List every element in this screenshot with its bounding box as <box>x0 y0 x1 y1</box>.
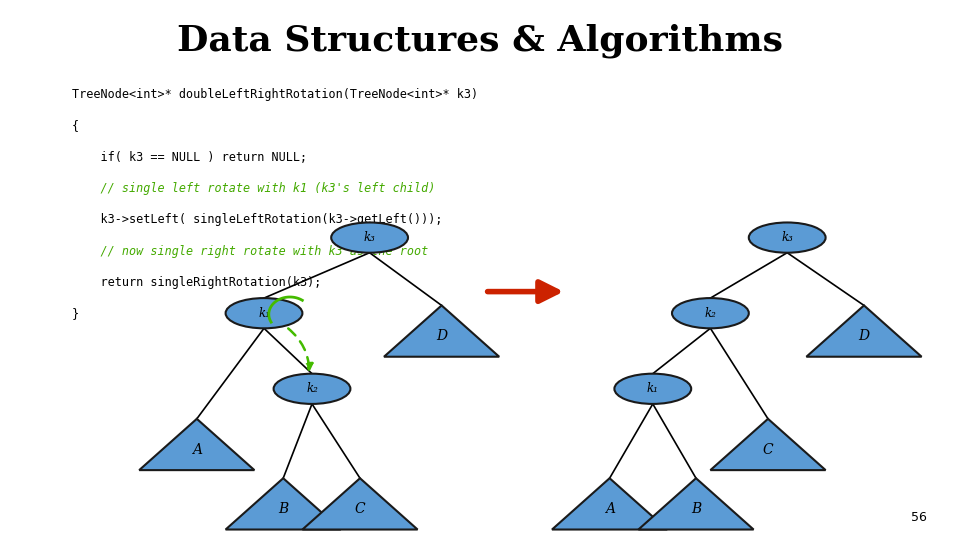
Text: // single left rotate with k1 (k3's left child): // single left rotate with k1 (k3's left… <box>72 182 436 195</box>
Ellipse shape <box>672 298 749 328</box>
Text: 56: 56 <box>910 511 926 524</box>
Text: if( k3 == NULL ) return NULL;: if( k3 == NULL ) return NULL; <box>72 151 307 164</box>
Ellipse shape <box>274 374 350 404</box>
Text: }: } <box>72 307 79 320</box>
Polygon shape <box>638 478 754 530</box>
Text: // now single right rotate with k3 as the root: // now single right rotate with k3 as th… <box>72 245 428 258</box>
Text: k₂: k₂ <box>306 382 318 395</box>
Text: B: B <box>691 502 701 516</box>
Text: C: C <box>354 502 366 516</box>
Text: A: A <box>192 443 202 457</box>
Text: D: D <box>436 329 447 343</box>
Text: k3->setLeft( singleLeftRotation(k3->getLeft()));: k3->setLeft( singleLeftRotation(k3->getL… <box>72 213 443 226</box>
Text: B: B <box>278 502 288 516</box>
Text: k₂: k₂ <box>705 307 716 320</box>
Text: A: A <box>605 502 614 516</box>
Text: k₁: k₁ <box>647 382 659 395</box>
Polygon shape <box>139 419 254 470</box>
Text: k₃: k₃ <box>781 231 793 244</box>
Ellipse shape <box>614 374 691 404</box>
Text: k₃: k₃ <box>364 231 375 244</box>
Ellipse shape <box>331 222 408 253</box>
Polygon shape <box>710 419 826 470</box>
Polygon shape <box>806 306 922 357</box>
Polygon shape <box>226 478 341 530</box>
Ellipse shape <box>749 222 826 253</box>
Polygon shape <box>384 306 499 357</box>
Text: Data Structures & Algorithms: Data Structures & Algorithms <box>177 23 783 58</box>
Text: C: C <box>762 443 774 457</box>
Text: k₁: k₁ <box>258 307 270 320</box>
Polygon shape <box>552 478 667 530</box>
Polygon shape <box>302 478 418 530</box>
Ellipse shape <box>226 298 302 328</box>
Text: {: { <box>72 119 79 132</box>
Text: return singleRightRotation(k3);: return singleRightRotation(k3); <box>72 276 322 289</box>
Text: D: D <box>858 329 870 343</box>
Text: TreeNode<int>* doubleLeftRightRotation(TreeNode<int>* k3): TreeNode<int>* doubleLeftRightRotation(T… <box>72 88 478 101</box>
